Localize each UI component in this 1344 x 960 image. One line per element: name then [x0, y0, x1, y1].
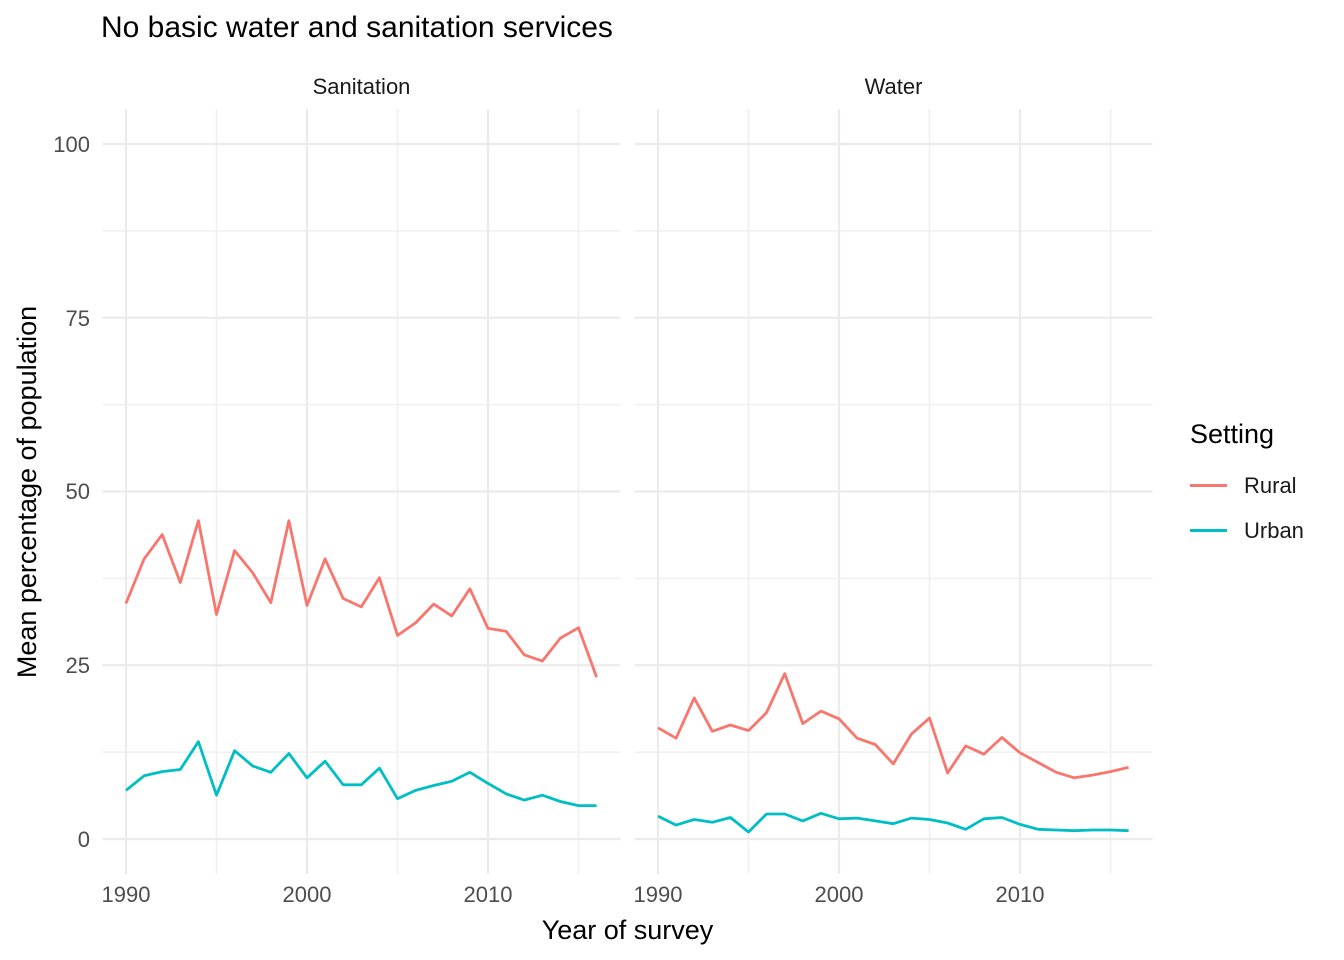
plot-title: No basic water and sanitation services [101, 11, 613, 44]
x-tick-label-p2-2010: 2010 [996, 882, 1045, 907]
strip-label-sanitation: Sanitation [313, 74, 411, 99]
strip-label-water: Water [865, 74, 923, 99]
legend-title: Setting [1190, 419, 1275, 449]
y-axis-title: Mean percentage of population [12, 306, 42, 678]
legend-label-rural: Rural [1244, 472, 1297, 498]
facet-panels [102, 109, 1153, 874]
legend-item-rural: Rural [1190, 463, 1304, 508]
y-tick-label-50: 50 [66, 479, 90, 504]
x-tick-label-p2-1990: 1990 [634, 882, 683, 907]
x-axis-title: Year of survey [542, 915, 714, 945]
strip-labels: Sanitation Water [313, 74, 923, 99]
x-tick-label-p1-1990: 1990 [102, 882, 151, 907]
x-axis-tick-labels: 1990 2000 2010 1990 2000 2010 [102, 882, 1045, 907]
y-axis-tick-labels: 0 25 50 75 100 [53, 132, 90, 852]
legend-item-urban: Urban [1190, 508, 1304, 553]
x-tick-label-p1-2000: 2000 [283, 882, 332, 907]
series-line-urban-water [657, 811, 1129, 834]
y-tick-label-25: 25 [66, 653, 90, 678]
series-line-rural-sanitation [124, 519, 598, 678]
legend-label-urban: Urban [1244, 517, 1304, 543]
legend: Setting Rural Urban [1190, 419, 1304, 553]
y-tick-label-0: 0 [78, 827, 90, 852]
series-line-rural-water [657, 672, 1129, 780]
y-tick-label-100: 100 [53, 132, 90, 157]
legend-key-rural-line [1190, 483, 1227, 488]
legend-key-urban-line [1190, 528, 1227, 533]
x-tick-label-p2-2000: 2000 [815, 882, 864, 907]
x-tick-label-p1-2010: 2010 [464, 882, 513, 907]
series-line-urban-sanitation [125, 740, 597, 807]
y-tick-label-75: 75 [66, 306, 90, 331]
